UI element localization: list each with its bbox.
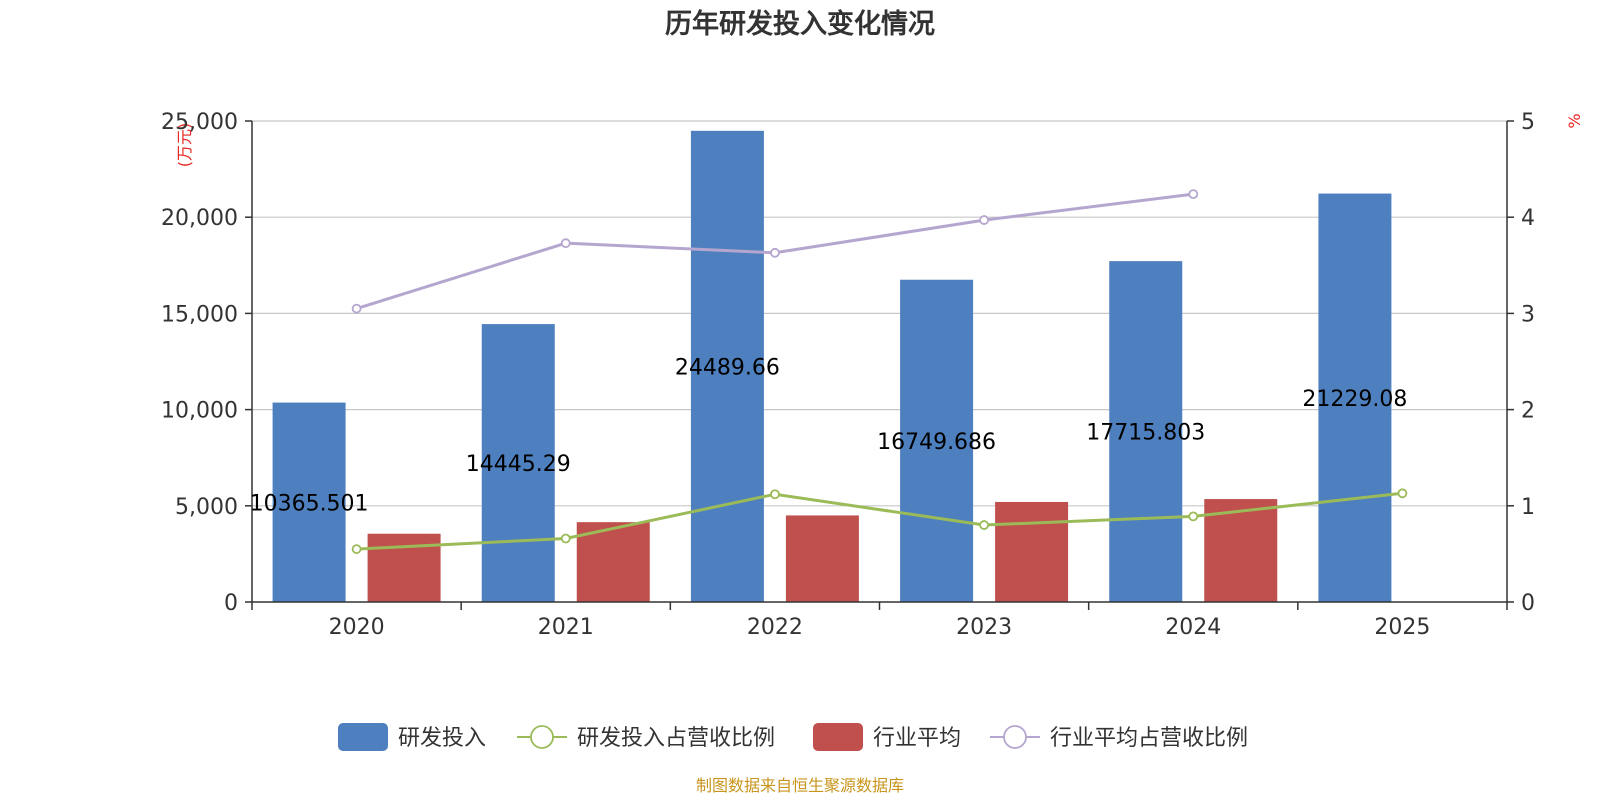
line-point <box>770 489 780 500</box>
left-axis-tick-label: 0 <box>224 591 238 616</box>
series-line-rd-ratio <box>356 491 1403 551</box>
line-point <box>979 520 989 530</box>
legend-label: 研发投入占营收比例 <box>577 726 775 751</box>
bar-rd-investment <box>1109 261 1183 602</box>
legend-marker <box>1003 725 1027 749</box>
axes-layer: 0 5,000 10,000 15,000 20,000 25,000 0 1 2 3 4 5 2020… <box>161 110 1535 640</box>
bar-rd-investment <box>1318 193 1392 603</box>
legend-label: 行业平均占营收比例 <box>1050 726 1248 751</box>
legend-swatch <box>338 723 388 751</box>
right-axis-tick-label: 4 <box>1521 206 1535 231</box>
line-point <box>1188 511 1199 522</box>
line-point <box>351 544 362 554</box>
line-point <box>979 215 989 225</box>
line-point <box>770 247 780 258</box>
bar-data-label: 10365.501 <box>250 491 369 516</box>
right-axis-tick-label: 3 <box>1521 302 1535 327</box>
legend-marker <box>530 725 554 749</box>
left-axis-tick-label: 15,000 <box>161 302 238 327</box>
legend: 研发投入 研发投入占营收比例 行业平均 行业平均占营收比例 <box>338 723 1248 751</box>
source-note: 制图数据来自恒生聚源数据库 <box>696 776 904 795</box>
line-point <box>560 533 571 544</box>
line-point <box>1397 488 1408 499</box>
right-axis-unit: % <box>1565 113 1584 128</box>
lines-layer <box>351 189 1408 554</box>
left-axis-unit: (万元) <box>175 123 194 168</box>
chart-title: 历年研发投入变化情况 <box>665 8 935 40</box>
bar-data-label: 17715.803 <box>1086 421 1205 446</box>
bar-data-label: 16749.686 <box>877 430 996 455</box>
bar-rd-investment <box>900 279 974 602</box>
legend-label: 研发投入 <box>398 726 486 751</box>
bar-industry-average <box>1204 499 1278 602</box>
bar-industry-average <box>995 501 1069 602</box>
data-labels-layer: 10365.501 14445.29 24489.66 16749.686 17715.… <box>250 355 1408 516</box>
bar-rd-investment <box>690 130 764 602</box>
right-axis-tick-label: 1 <box>1521 495 1535 520</box>
line-point <box>351 303 362 314</box>
x-axis-tick-label: 2023 <box>956 615 1012 640</box>
bar-industry-average <box>785 515 859 602</box>
legend-swatch <box>813 723 863 751</box>
x-axis-tick-label: 2021 <box>538 615 594 640</box>
x-axis-tick-label: 2020 <box>329 615 385 640</box>
left-axis-tick-label: 5,000 <box>175 495 238 520</box>
bars-layer <box>272 130 1392 603</box>
legend-label: 行业平均 <box>873 726 961 751</box>
line-point <box>1188 189 1199 200</box>
right-axis-tick-label: 0 <box>1521 591 1535 616</box>
bar-industry-average <box>576 522 650 602</box>
bar-data-label: 14445.29 <box>466 452 571 477</box>
right-axis-tick-label: 5 <box>1521 110 1535 135</box>
bar-rd-investment <box>272 402 346 602</box>
left-axis-tick-label: 10,000 <box>161 399 238 424</box>
bar-data-label: 24489.66 <box>675 355 780 380</box>
right-axis-tick-label: 2 <box>1521 399 1535 424</box>
x-axis-tick-label: 2025 <box>1374 615 1430 640</box>
line-point <box>560 238 571 249</box>
bar-rd-investment <box>481 324 555 602</box>
bar-data-label: 21229.08 <box>1302 387 1407 412</box>
x-axis-tick-label: 2024 <box>1165 615 1221 640</box>
left-axis-tick-label: 20,000 <box>161 206 238 231</box>
left-axis-tick-label: 25,000 <box>161 110 238 135</box>
x-axis-tick-label: 2022 <box>747 615 803 640</box>
